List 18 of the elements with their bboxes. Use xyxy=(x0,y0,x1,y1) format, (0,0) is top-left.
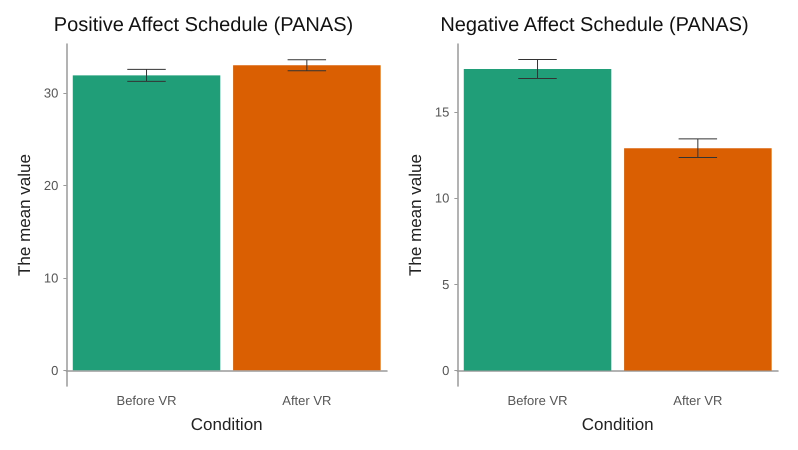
x-tick-label: After VR xyxy=(673,393,722,408)
y-axis-title: The mean value xyxy=(15,154,34,276)
y-tick-label: 15 xyxy=(434,104,450,120)
y-axis-title: The mean value xyxy=(406,154,425,276)
y-tick-label: 20 xyxy=(44,178,58,193)
y-tick-label: 10 xyxy=(434,190,450,206)
x-tick-label: Before VR xyxy=(508,393,568,408)
x-axis-title: Condition xyxy=(190,415,263,434)
y-tick-label: 5 xyxy=(442,276,450,292)
y-tick-label: 0 xyxy=(51,362,58,378)
y-tick-label: 30 xyxy=(44,85,58,100)
chart-title: Positive Affect Schedule (PANAS) xyxy=(54,14,354,36)
chart-title: Negative Affect Schedule (PANAS) xyxy=(440,14,749,36)
x-tick-label: Before VR xyxy=(116,393,177,408)
y-tick-label: 0 xyxy=(442,362,450,378)
y-tick-label: 10 xyxy=(44,270,58,286)
x-tick-label: After VR xyxy=(282,393,332,408)
x-axis-title: Condition xyxy=(582,415,654,434)
